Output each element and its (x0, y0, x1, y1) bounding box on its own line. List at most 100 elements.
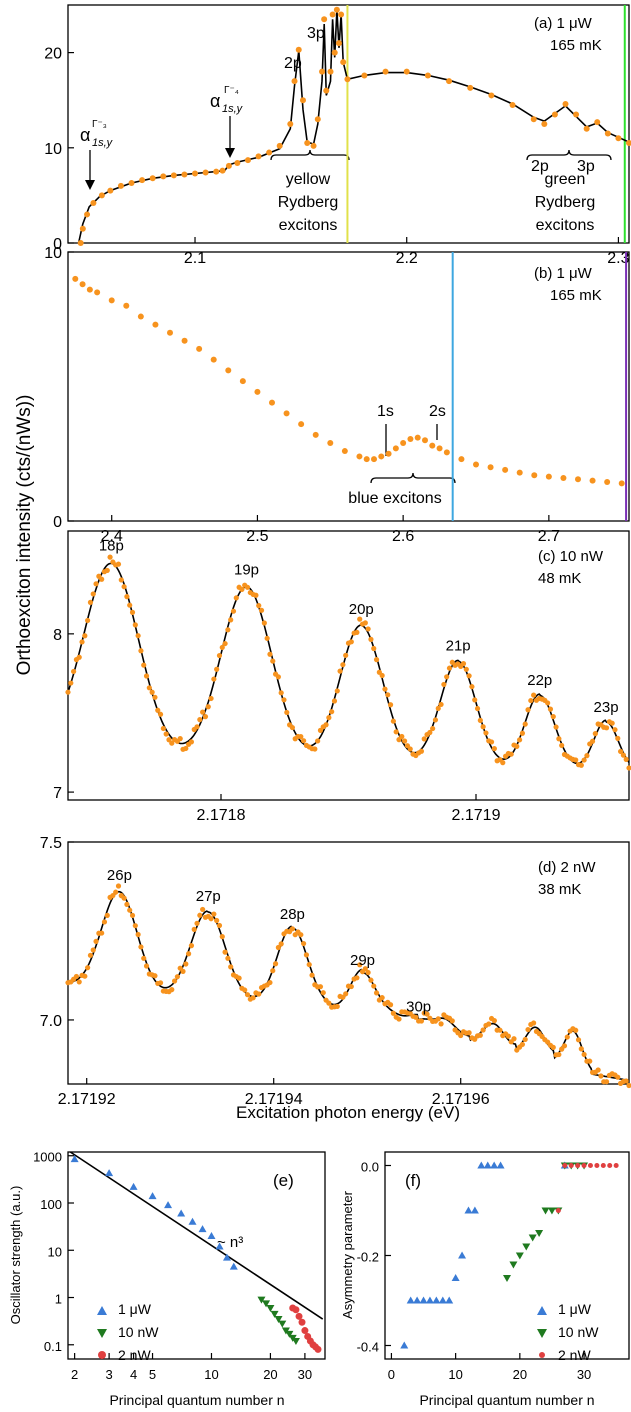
data-point (163, 731, 169, 737)
panel-e-y-label: Oscillator strength (a.u.) (8, 1186, 23, 1325)
y-tick-label: 0.1 (44, 1339, 62, 1354)
panel-f-x-label: Principal quantum number n (419, 1392, 594, 1408)
data-point (188, 943, 195, 949)
data-point (362, 620, 368, 626)
data-point (418, 748, 425, 754)
data-point (79, 639, 85, 645)
data-point (385, 692, 391, 698)
data-point (71, 668, 77, 675)
y-tick-label: 8 (53, 627, 62, 644)
data-point (505, 1033, 511, 1039)
series-point (301, 1327, 309, 1335)
data-point (82, 973, 88, 979)
x-tick-label: 3 (105, 1367, 112, 1382)
data-point (211, 911, 217, 917)
data-point (435, 1016, 441, 1022)
data-point (197, 912, 203, 918)
data-point (167, 329, 173, 336)
data-point (337, 668, 343, 674)
x-tick-label: 2.3 (607, 250, 629, 267)
series-point (419, 1296, 428, 1304)
data-point (487, 464, 494, 471)
data-point (560, 474, 567, 481)
data-point (129, 912, 136, 919)
data-point (312, 431, 319, 438)
y-tick-label: 7.0 (40, 1013, 62, 1030)
data-point (393, 729, 399, 735)
data-point (214, 917, 220, 924)
x-tick-label: 0 (388, 1367, 395, 1382)
data-point (623, 1078, 629, 1084)
data-point (436, 445, 443, 452)
data-point (551, 111, 558, 118)
data-point (531, 1020, 537, 1026)
series-point (470, 1206, 479, 1214)
data-point (149, 175, 156, 182)
data-point (135, 633, 141, 639)
data-point (473, 461, 479, 468)
data-point (174, 974, 180, 980)
arrow1-sub: 1s,y (92, 137, 114, 149)
series-point (451, 1274, 460, 1281)
series-point (229, 1262, 238, 1270)
series-point (188, 1217, 197, 1225)
data-point (301, 940, 307, 947)
x-tick-label: 2.2 (396, 250, 418, 267)
series-point (594, 1163, 600, 1168)
data-point (371, 983, 377, 989)
series-point (148, 1192, 157, 1200)
data-point (281, 697, 287, 703)
panel-a-frame (67, 4, 630, 244)
data-point (219, 644, 225, 651)
data-point (72, 275, 79, 282)
y-tick-label: -0.4 (357, 1340, 379, 1355)
data-point (250, 995, 256, 1001)
y-tick-label: 7 (53, 785, 62, 802)
series-point (400, 1341, 409, 1349)
data-point (139, 177, 146, 184)
series-point (522, 1243, 531, 1251)
data-point (561, 1043, 568, 1049)
data-point (354, 975, 360, 981)
data-point (559, 742, 565, 749)
legend-e-2: 10 nW (118, 1324, 159, 1340)
data-point (486, 1021, 492, 1027)
data-point (289, 724, 295, 731)
data-point (65, 689, 71, 695)
x-tick-label: 2.1 (184, 250, 206, 267)
series-point (547, 1207, 556, 1215)
data-point (264, 635, 270, 641)
data-point (275, 674, 281, 680)
x-tick-label: 2.1719 (452, 807, 501, 824)
data-point (519, 730, 526, 736)
data-point (545, 473, 552, 480)
data-point (400, 439, 407, 446)
data-point (598, 1073, 604, 1079)
data-point (127, 907, 133, 913)
series-point (262, 1300, 271, 1308)
data-point (77, 240, 84, 246)
legend-f-marker-1 (537, 1306, 547, 1315)
data-point (502, 466, 509, 473)
panel-c-frame (67, 530, 630, 801)
data-point (214, 666, 220, 672)
data-point (121, 584, 127, 590)
data-point (517, 737, 523, 743)
data-point (589, 477, 596, 484)
series-point (562, 1163, 568, 1168)
data-point (90, 947, 96, 953)
data-point (626, 140, 631, 147)
data-point (511, 1036, 517, 1042)
panel-c-title: (c) 10 nW (538, 548, 604, 565)
data-point (183, 745, 189, 752)
series-point (406, 1296, 415, 1304)
legend-e-marker-2 (97, 1329, 107, 1338)
series-point (515, 1252, 524, 1260)
data-point (334, 688, 340, 694)
data-point (509, 101, 516, 108)
series-point (541, 1207, 550, 1215)
data-point (276, 142, 283, 149)
data-point (85, 617, 91, 624)
data-point (191, 926, 197, 932)
peak-label: 23p (594, 699, 619, 716)
